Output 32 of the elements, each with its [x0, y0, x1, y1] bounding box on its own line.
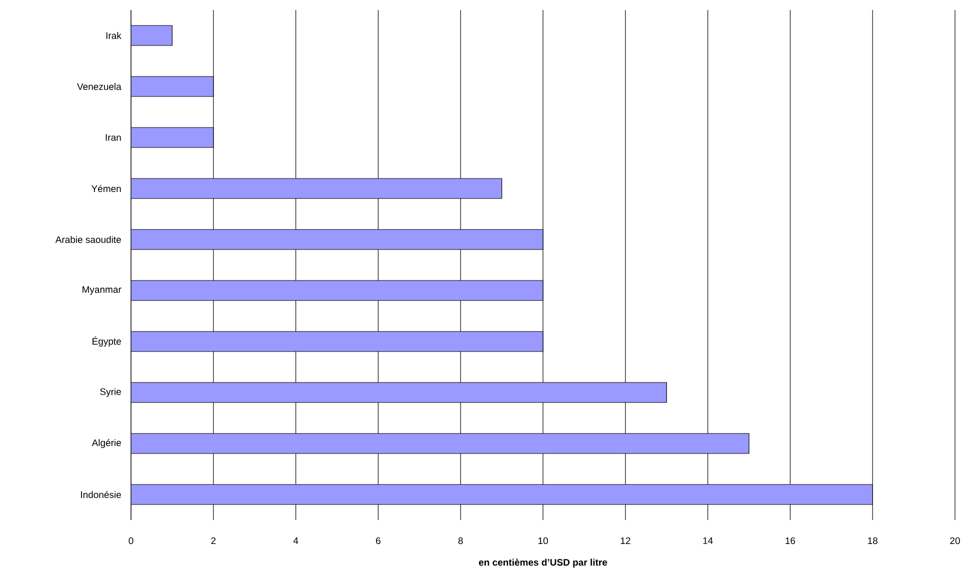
- y-tick-label: Égypte: [92, 336, 121, 347]
- bar: [131, 484, 873, 505]
- y-tick-label: Myanmar: [82, 286, 122, 295]
- x-tick-label: 10: [538, 537, 548, 544]
- bar: [131, 127, 214, 148]
- y-tick-label: Venezuela: [77, 83, 122, 90]
- x-tick-label: 4: [293, 537, 298, 544]
- bar: [131, 76, 214, 97]
- x-tick-label: 6: [376, 537, 380, 544]
- bar: [131, 382, 667, 403]
- x-tick-label: 2: [211, 537, 216, 544]
- x-tick-label: 8: [458, 537, 463, 544]
- x-axis-title: en centièmes d’USD par litre: [478, 558, 608, 568]
- y-tick-label: Irak: [106, 32, 122, 39]
- bar: [131, 331, 544, 352]
- bar: [131, 280, 544, 301]
- bar: [131, 433, 750, 454]
- y-tick-label: Arabie saoudite: [55, 236, 121, 243]
- y-tick-label: Algérie: [92, 439, 121, 448]
- x-tick-label: 14: [703, 537, 713, 544]
- x-tick-label: 20: [950, 537, 960, 544]
- y-tick-label: Iran: [106, 134, 121, 141]
- y-tick-label: Yémen: [91, 184, 121, 192]
- x-tick-label: 16: [786, 537, 796, 544]
- bar: [131, 25, 173, 46]
- y-tick-label: Indonésie: [81, 490, 121, 498]
- bar: [131, 178, 502, 199]
- bar: [131, 229, 544, 250]
- x-tick-label: 12: [620, 537, 630, 544]
- y-tick-label: Syrie: [100, 388, 121, 397]
- x-tick-label: 0: [128, 537, 134, 544]
- x-tick-label: 18: [868, 537, 878, 544]
